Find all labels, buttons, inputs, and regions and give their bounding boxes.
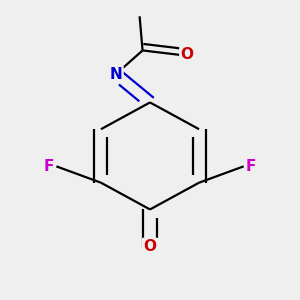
Text: O: O [181,47,194,62]
Text: F: F [246,159,256,174]
Text: O: O [143,239,157,254]
Text: F: F [44,159,54,174]
Text: N: N [110,67,122,82]
